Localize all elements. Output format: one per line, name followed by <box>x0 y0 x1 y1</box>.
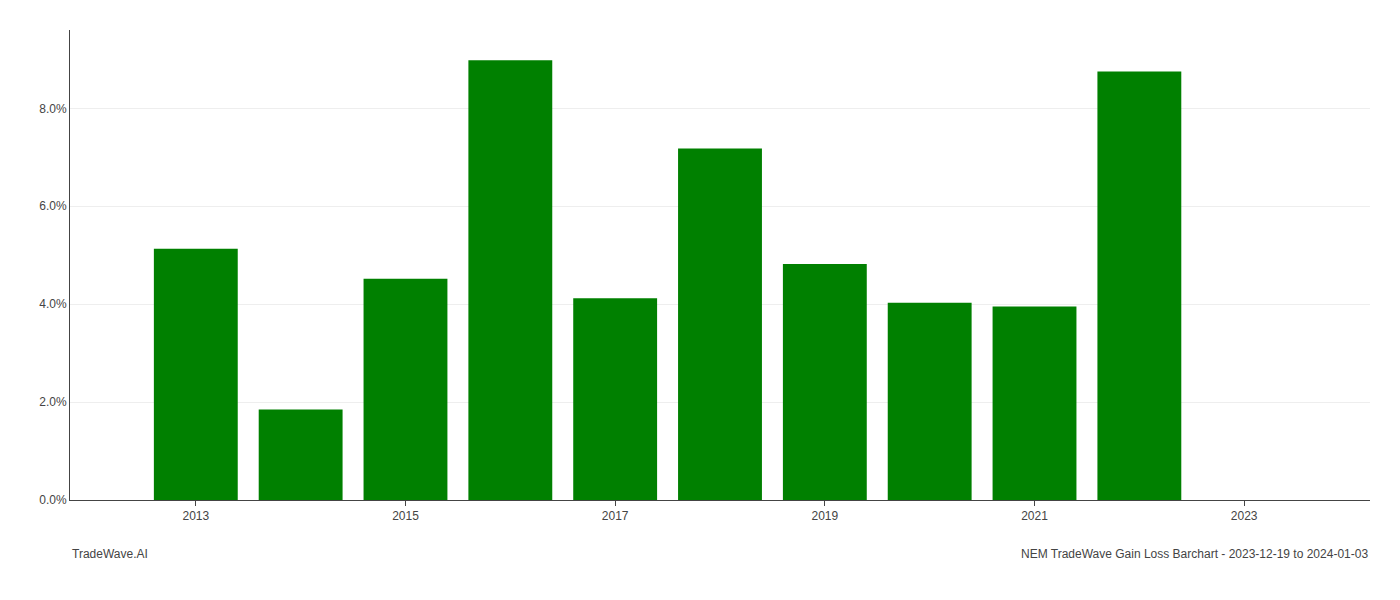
svg-text:2015: 2015 <box>392 509 419 523</box>
svg-text:2017: 2017 <box>602 509 629 523</box>
svg-text:2.0%: 2.0% <box>39 395 67 409</box>
svg-text:2019: 2019 <box>811 509 838 523</box>
svg-text:2021: 2021 <box>1021 509 1048 523</box>
svg-text:NEM TradeWave Gain Loss Barcha: NEM TradeWave Gain Loss Barchart - 2023-… <box>1021 547 1368 561</box>
svg-text:2023: 2023 <box>1231 509 1258 523</box>
svg-text:4.0%: 4.0% <box>39 297 67 311</box>
svg-text:0.0%: 0.0% <box>39 493 67 507</box>
svg-text:8.0%: 8.0% <box>39 102 67 116</box>
svg-text:2013: 2013 <box>182 509 209 523</box>
svg-text:TradeWave.AI: TradeWave.AI <box>72 547 148 561</box>
svg-text:6.0%: 6.0% <box>39 199 67 213</box>
